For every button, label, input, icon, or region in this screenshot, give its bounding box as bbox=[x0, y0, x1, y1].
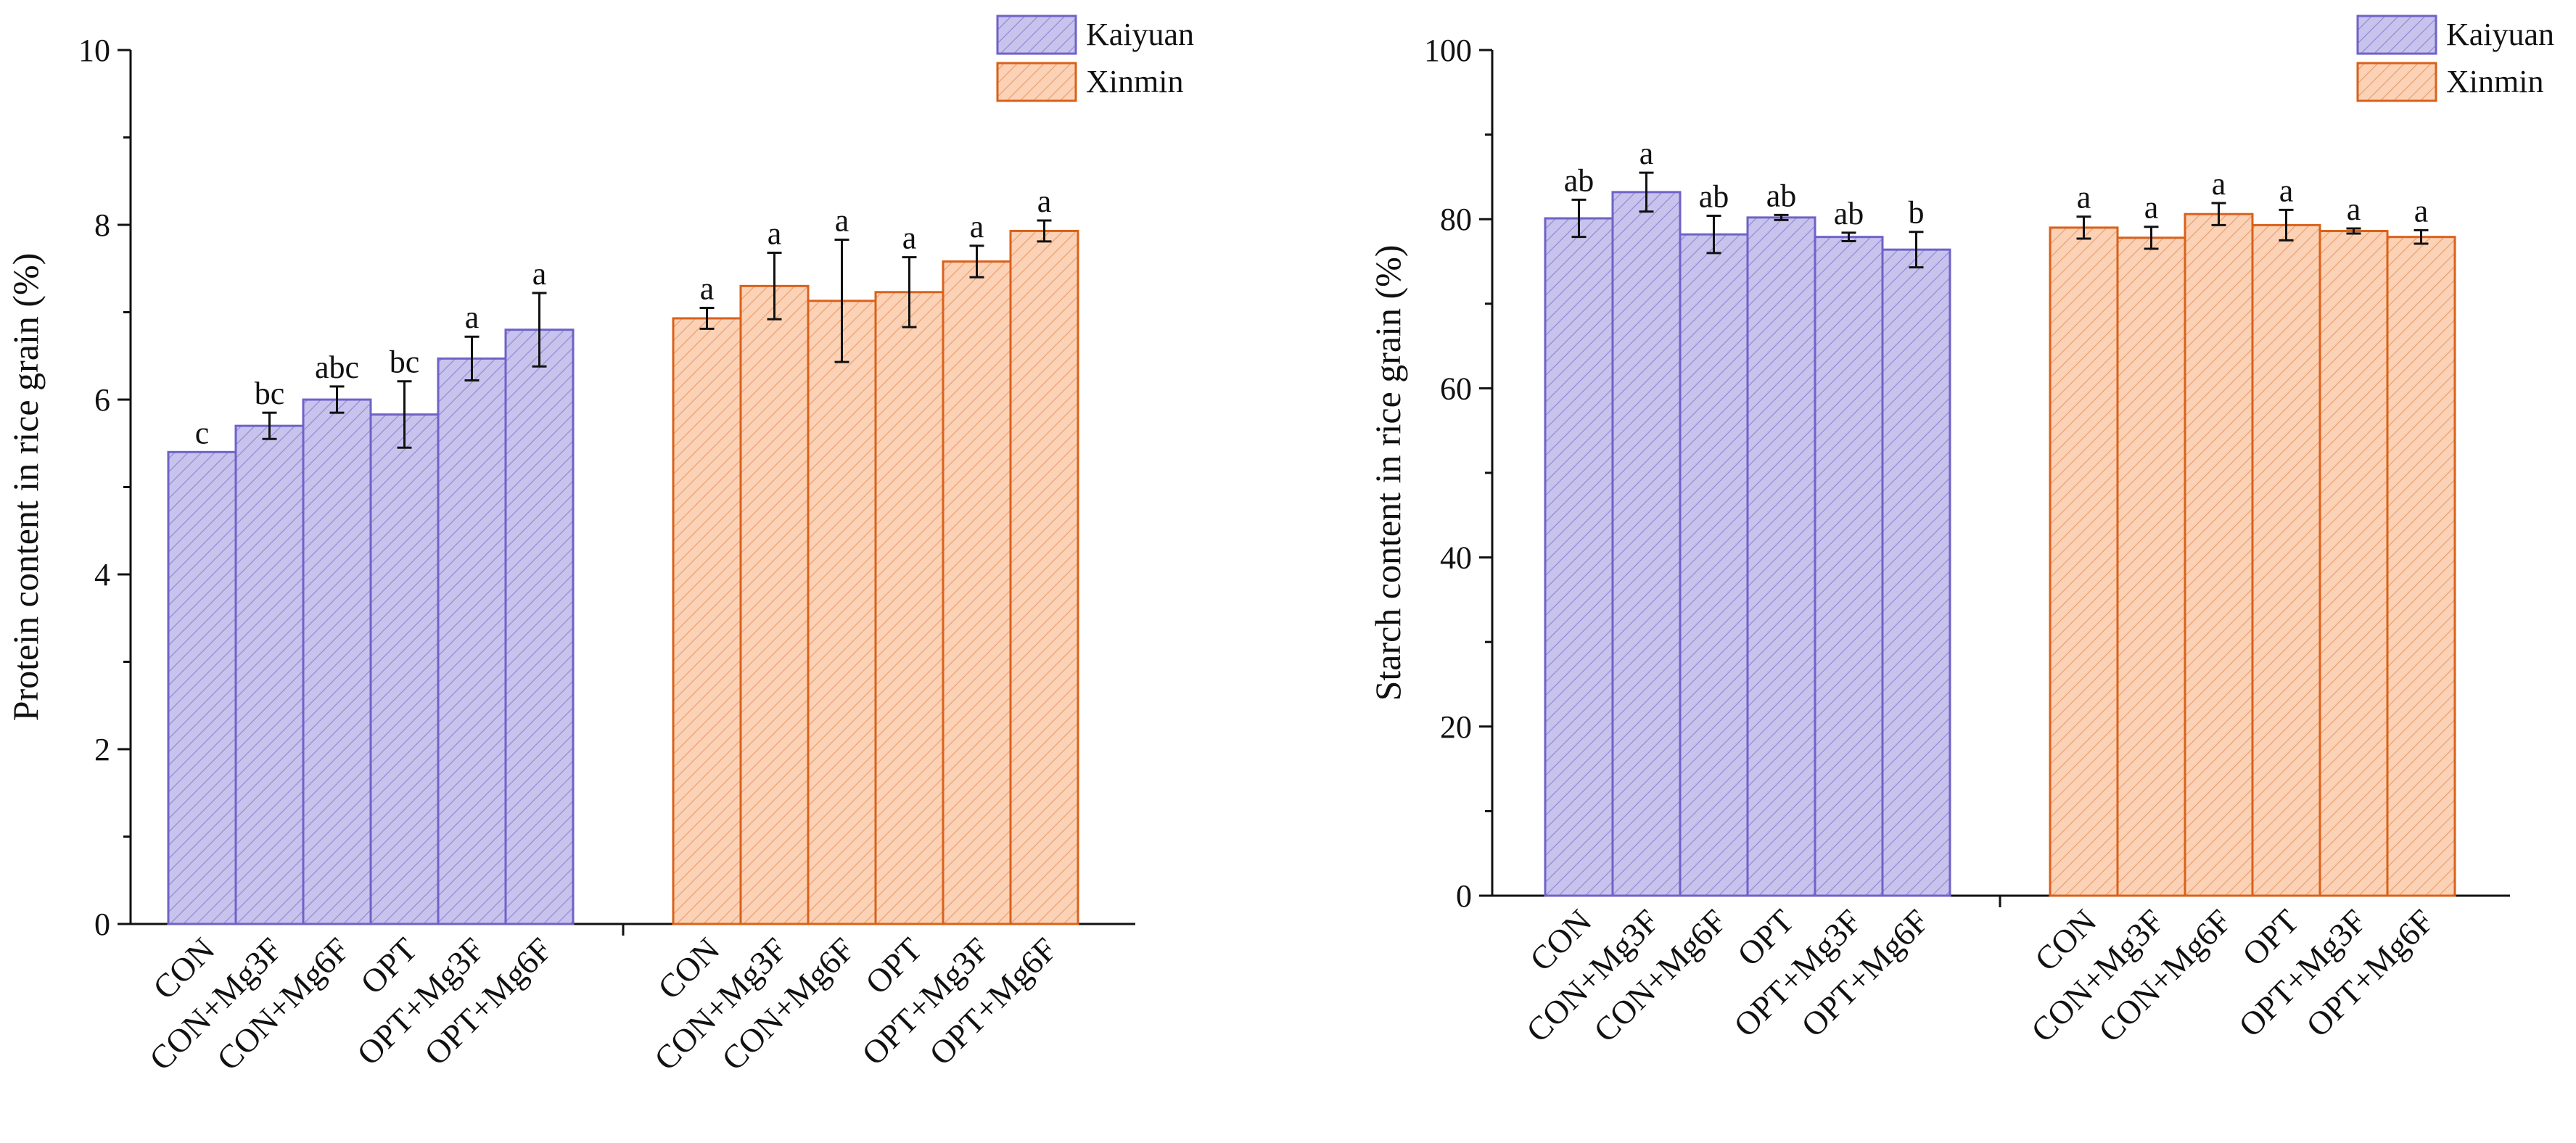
chart-panel-1: 0 2 4 6 8 10 Protein content in rice grain (%)… bbox=[5, 15, 1194, 1078]
legend-label-kaiyuan: Kaiyuan bbox=[2446, 17, 2554, 52]
legend-swatch-xinmin bbox=[996, 62, 1077, 102]
significance-letter: a bbox=[1639, 136, 1654, 171]
series-xinmin: aCONaCON+Mg3FaCON+Mg6FaOPTaOPT+Mg3FaOPT+… bbox=[647, 183, 1079, 1078]
bar-xinmin-opt-mg6f bbox=[2386, 236, 2456, 897]
bar-kaiyuan-con-mg3f bbox=[1611, 191, 1682, 897]
significance-letter: a bbox=[2414, 193, 2429, 228]
significance-letter: a bbox=[700, 271, 715, 306]
y-tick-label: 40 bbox=[1440, 540, 1472, 576]
bar-kaiyuan-opt-mg3f bbox=[437, 357, 507, 925]
significance-letter: a bbox=[768, 216, 782, 252]
bar-kaiyuan-con-mg6f bbox=[302, 398, 372, 925]
significance-letter: a bbox=[2077, 180, 2091, 215]
legend-swatch-kaiyuan bbox=[996, 15, 1077, 55]
bar-xinmin-con bbox=[672, 317, 742, 925]
significance-letter: abc bbox=[315, 350, 359, 385]
significance-letter: c bbox=[195, 415, 210, 450]
y-tick-label: 20 bbox=[1440, 709, 1472, 745]
significance-letter: b bbox=[1909, 195, 1925, 231]
bar-xinmin-opt bbox=[2251, 223, 2321, 897]
bar-xinmin-opt-mg3f bbox=[2318, 230, 2389, 897]
legend-label-xinmin: Xinmin bbox=[2446, 64, 2543, 99]
y-tick-label: 0 bbox=[94, 907, 110, 942]
y-tick-label: 100 bbox=[1424, 33, 1472, 68]
significance-letter: bc bbox=[255, 376, 285, 411]
bar-xinmin-con-mg3f bbox=[2116, 236, 2186, 897]
y-tick-label: 60 bbox=[1440, 371, 1472, 406]
significance-letter: a bbox=[465, 300, 480, 335]
bar-kaiyuan-con bbox=[167, 450, 237, 925]
legend-label-xinmin: Xinmin bbox=[1086, 64, 1183, 99]
y-tick-label: 6 bbox=[94, 382, 110, 418]
significance-letter: a bbox=[532, 256, 547, 292]
significance-letter: a bbox=[902, 220, 917, 256]
legend: Kaiyuan Xinmin bbox=[996, 15, 1194, 102]
bar-kaiyuan-opt bbox=[1746, 216, 1816, 897]
y-tick-label: 0 bbox=[1456, 878, 1472, 914]
y-axis-label: Starch content in rice grain (%) bbox=[1367, 245, 1408, 701]
legend-swatch-xinmin bbox=[2356, 62, 2437, 102]
significance-letter: ab bbox=[1699, 179, 1729, 215]
y-tick-label: 8 bbox=[94, 207, 110, 243]
y-tick-label: 2 bbox=[94, 732, 110, 767]
bar-xinmin-con bbox=[2049, 226, 2119, 897]
significance-letter: ab bbox=[1766, 178, 1797, 213]
significance-letter: a bbox=[2144, 190, 2159, 226]
legend-label-kaiyuan: Kaiyuan bbox=[1086, 17, 1194, 52]
significance-letter: ab bbox=[1564, 162, 1594, 198]
y-axis-label: Protein content in rice grain (%) bbox=[5, 253, 46, 722]
bar-kaiyuan-opt-mg3f bbox=[1814, 236, 1884, 897]
chart-panel-2: 0 20 40 60 80 100 Starch content in rice grain… bbox=[1367, 15, 2554, 1049]
y-tick-label: 80 bbox=[1440, 202, 1472, 237]
bar-xinmin-con-mg6f bbox=[2184, 212, 2254, 897]
bar-kaiyuan-opt bbox=[369, 413, 440, 925]
significance-letter: a bbox=[2347, 191, 2361, 227]
bar-xinmin-con-mg3f bbox=[739, 284, 810, 925]
y-tick-label: 10 bbox=[78, 33, 110, 68]
significance-letter: a bbox=[970, 209, 984, 244]
bar-xinmin-opt-mg6f bbox=[1009, 229, 1079, 925]
series-kaiyuan: abCONaCON+Mg3FabCON+Mg6FabOPTabOPT+Mg3Fb… bbox=[1519, 136, 1951, 1049]
bar-kaiyuan-con bbox=[1544, 217, 1614, 897]
significance-letter: a bbox=[2279, 173, 2294, 208]
significance-letter: ab bbox=[1834, 196, 1864, 231]
significance-letter: bc bbox=[390, 344, 420, 380]
legend-swatch-kaiyuan bbox=[2356, 15, 2437, 55]
y-tick-label: 4 bbox=[94, 557, 110, 593]
series-kaiyuan: cCONbcCON+Mg3FabcCON+Mg6FbcOPTaOPT+Mg3Fa… bbox=[142, 256, 575, 1078]
bar-kaiyuan-opt-mg6f bbox=[504, 329, 575, 925]
significance-letter: a bbox=[1037, 183, 1052, 219]
bar-xinmin-con-mg6f bbox=[807, 300, 877, 925]
bar-kaiyuan-opt-mg6f bbox=[1881, 248, 1951, 897]
legend: Kaiyuan Xinmin bbox=[2356, 15, 2554, 102]
significance-letter: a bbox=[835, 202, 849, 238]
bar-kaiyuan-con-mg3f bbox=[234, 424, 305, 925]
significance-letter: a bbox=[2212, 166, 2226, 202]
series-xinmin: aCONaCON+Mg3FaCON+Mg6FaOPTaOPT+Mg3FaOPT+… bbox=[2024, 166, 2456, 1049]
bar-xinmin-opt-mg3f bbox=[942, 260, 1012, 925]
bar-kaiyuan-con-mg6f bbox=[1679, 233, 1749, 897]
bar-xinmin-opt bbox=[874, 291, 945, 925]
